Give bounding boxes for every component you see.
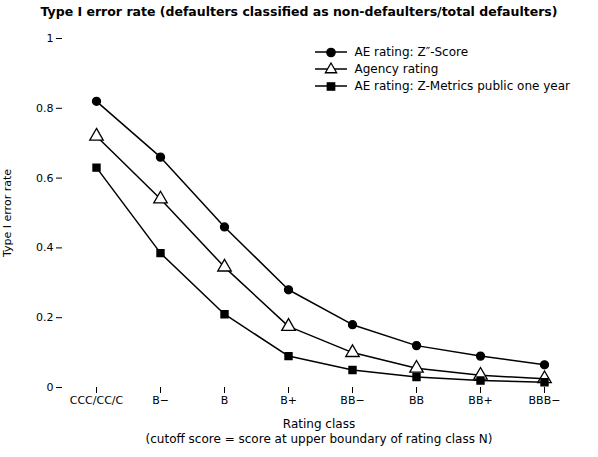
svg-text:Type I error rate: Type I error rate <box>1 169 14 258</box>
svg-text:B+: B+ <box>280 394 297 407</box>
svg-text:0.8: 0.8 <box>36 102 54 115</box>
html-text:Agency rating: Agency rating <box>354 62 439 76</box>
html-text:Rating class (cutoff score = s: Rating class (cutoff score = score at up… <box>145 417 493 446</box>
svg-text:BB−: BB− <box>340 394 364 407</box>
svg-text:0.4: 0.4 <box>36 241 54 254</box>
svg-text:CCC/CC/C: CCC/CC/C <box>70 394 124 407</box>
svg-text:0.2: 0.2 <box>36 311 54 324</box>
svg-text:BB: BB <box>409 394 424 407</box>
svg-text:0: 0 <box>47 381 54 394</box>
svg-text:B: B <box>221 394 229 407</box>
svg-text:BBB−: BBB− <box>529 394 561 407</box>
html-text:AE rating: Z″-Score: AE rating: Z″-Score <box>354 45 469 59</box>
svg-text:B−: B− <box>152 394 169 407</box>
html-text:AE rating: Z-Metrics public on: AE rating: Z-Metrics public one year <box>354 79 570 93</box>
svg-text:BB+: BB+ <box>468 394 492 407</box>
html-text:Type I error rate (defaulters: Type I error rate (defaulters classified… <box>40 4 558 19</box>
svg-text:1: 1 <box>47 32 54 45</box>
svg-text:0.6: 0.6 <box>36 172 54 185</box>
